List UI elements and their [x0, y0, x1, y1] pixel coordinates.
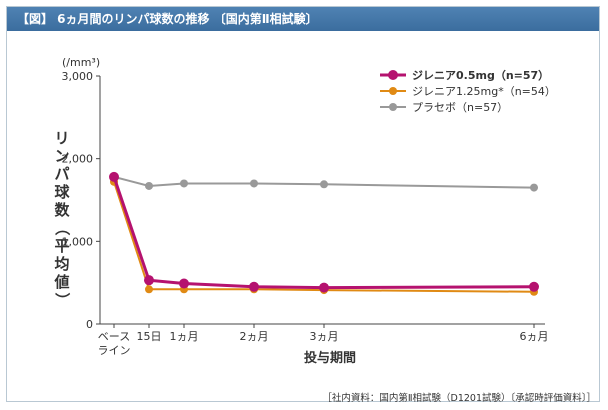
series-line: [113, 175, 535, 189]
data-point: [144, 275, 154, 286]
data-point: [319, 282, 329, 293]
data-point: [145, 181, 153, 190]
y-axis-label-char: 平: [54, 237, 69, 255]
legend-swatch-marker: [389, 103, 397, 111]
y-tick-label: 2,000: [62, 153, 94, 166]
y-tick-label: 3,000: [62, 70, 94, 83]
legend-swatch-marker: [388, 70, 398, 80]
y-unit-label: (/mm³): [62, 56, 100, 69]
x-tick-label: 1ヵ月: [170, 330, 199, 343]
y-tick-label: 1,000: [62, 235, 94, 248]
x-tick-label: 6ヵ月: [520, 330, 549, 343]
source-note: ［社内資料：国内第Ⅱ相試験（D1201試験）〔承認時評価資料〕］: [322, 393, 596, 404]
x-tick-label: ベース: [98, 330, 130, 343]
data-point: [179, 278, 189, 289]
legend-swatch-marker: [389, 87, 397, 95]
y-tick-label: 0: [86, 318, 93, 331]
y-axis-label-char: ）: [53, 292, 71, 307]
data-point: [109, 171, 119, 182]
figure-frame: 【図】 6ヵ月間のリンパ球数の推移 〔国内第Ⅱ相試験〕: [6, 6, 600, 402]
y-axis-label-char: 球: [54, 183, 70, 201]
x-tick-label: 15日: [137, 330, 162, 343]
y-axis-label-char: リ: [54, 129, 69, 147]
figure-title: 【図】 6ヵ月間のリンパ球数の推移 〔国内第Ⅱ相試験〕: [7, 7, 599, 31]
legend-label: ジレニア0.5mg（n=57）: [412, 69, 549, 82]
data-point: [249, 281, 259, 292]
data-point: [180, 179, 188, 188]
y-axis-label-char: パ: [54, 165, 69, 183]
x-axis-label: 投与期間: [304, 350, 356, 366]
series-line: [112, 176, 535, 290]
y-axis-label-char: ン: [54, 147, 69, 165]
legend-label: プラセボ（n=57）: [412, 101, 508, 114]
data-point: [529, 281, 539, 292]
x-tick-label: ライン: [98, 344, 131, 357]
data-point: [530, 183, 538, 192]
y-axis-label-char: （: [53, 220, 71, 235]
data-point: [250, 179, 258, 188]
series-line: [113, 181, 535, 293]
y-axis-label-char: 均: [54, 255, 69, 273]
data-point: [320, 180, 328, 189]
legend-label: ジレニア1.25mg*（n=54）: [412, 85, 556, 98]
y-axis-label-char: 値: [53, 273, 69, 291]
x-tick-label: 2ヵ月: [240, 330, 269, 343]
y-axis-label-char: 数: [54, 201, 70, 219]
data-point: [145, 285, 153, 294]
x-tick-label: 3ヵ月: [310, 330, 339, 343]
